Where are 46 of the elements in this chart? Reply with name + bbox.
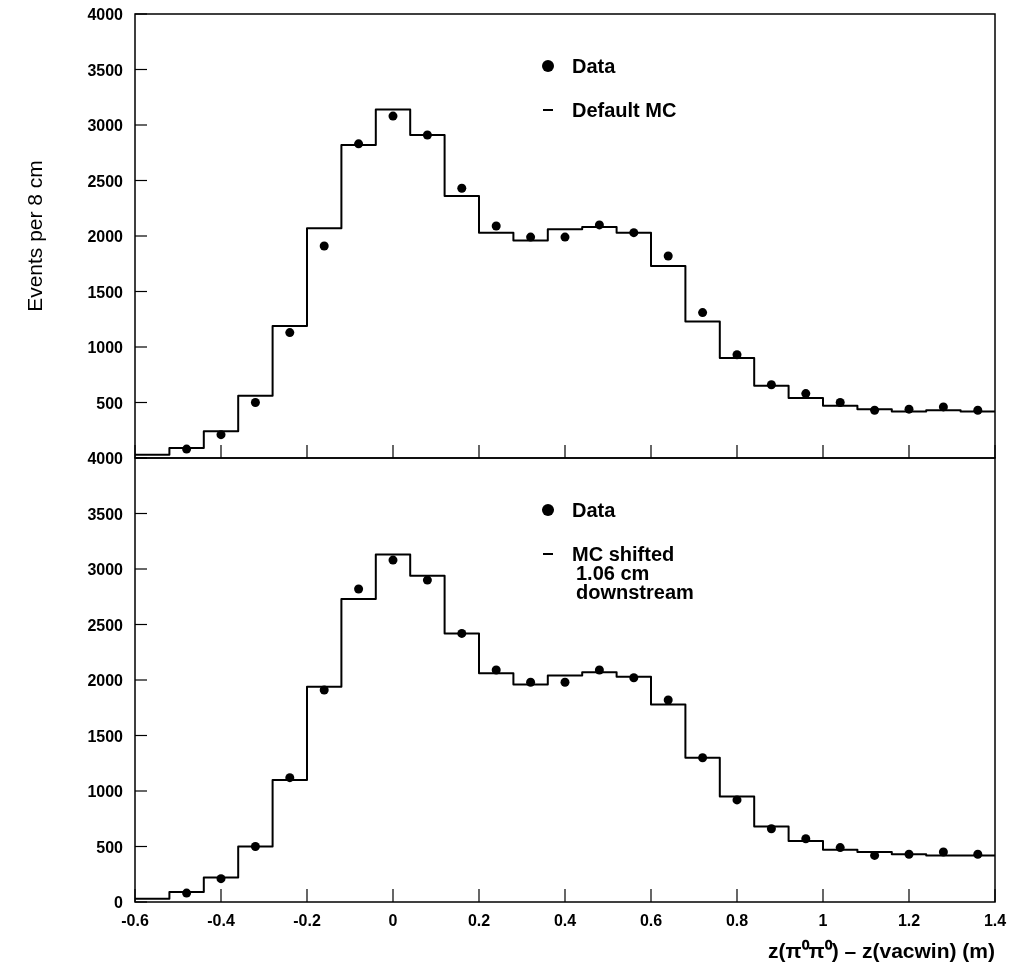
- y-tick-label: 1000: [87, 783, 124, 800]
- y-tick-label: 2500: [87, 172, 124, 190]
- point: [388, 111, 398, 121]
- y-tick-label: 3500: [87, 505, 124, 523]
- point: [457, 183, 467, 193]
- point: [663, 251, 673, 261]
- y-tick-label: 1500: [87, 727, 124, 745]
- x-tick-label: -0.4: [207, 912, 235, 929]
- point: [491, 221, 501, 231]
- y-tick-label: 4000: [87, 6, 124, 23]
- x-tick-label: 0.2: [467, 912, 491, 929]
- y-tick-label: 0: [114, 894, 124, 911]
- y-tick-label: 2500: [87, 616, 124, 634]
- point: [560, 232, 570, 242]
- x-tick-label: -0.2: [293, 912, 321, 929]
- point: [354, 584, 364, 594]
- y-tick-label: 500: [96, 838, 124, 856]
- y-axis-title: Events per 8 cm: [23, 160, 46, 312]
- x-tick-label: 0: [388, 912, 398, 929]
- x-tick-label: -0.6: [121, 912, 149, 929]
- y-tick-label: 2000: [87, 228, 124, 245]
- y-tick-label: 3500: [87, 61, 124, 79]
- y-tick-label: 4000: [87, 450, 124, 467]
- point: [285, 328, 295, 338]
- y-tick-label: 1000: [87, 339, 124, 356]
- y-tick-label: 2000: [87, 672, 124, 689]
- point: [698, 308, 708, 318]
- legend-label: Data: [572, 55, 617, 77]
- x-tick-label: 1: [818, 912, 828, 929]
- x-tick-label: 0.8: [725, 912, 749, 929]
- x-tick-label: 0.6: [639, 912, 663, 929]
- legend-label: Default MC: [572, 99, 677, 121]
- x-tick-label: 1.2: [897, 912, 921, 929]
- point: [388, 555, 398, 565]
- y-tick-label: 3000: [87, 561, 124, 578]
- x-tick-label: 0.4: [553, 912, 577, 929]
- point: [250, 398, 260, 407]
- x-tick-label: 1.4: [983, 912, 1007, 929]
- legend-label: MC shifted 1.06 cm downstream: [572, 543, 694, 603]
- point: [319, 241, 329, 251]
- y-tick-label: 3000: [87, 117, 124, 134]
- y-tick-label: 1500: [87, 283, 124, 301]
- x-axis-title: z(π⁰π⁰) – z(vacwin) (m): [767, 939, 995, 962]
- point: [560, 677, 570, 687]
- y-tick-label: 500: [96, 394, 124, 412]
- legend-label: Data: [572, 499, 617, 521]
